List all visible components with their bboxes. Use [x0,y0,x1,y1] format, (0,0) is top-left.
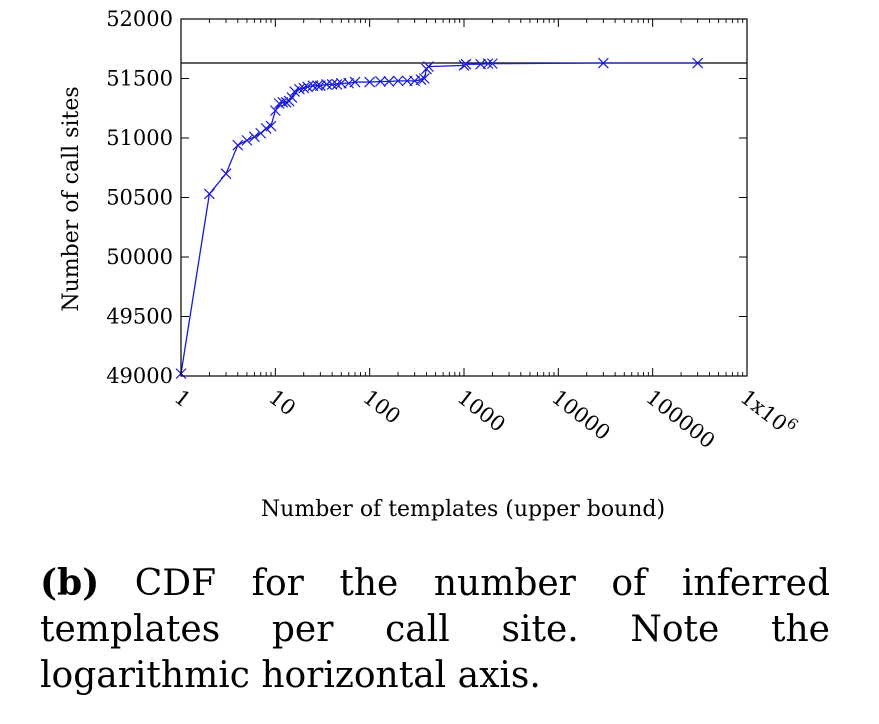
data-point-marker [423,61,434,73]
data-point-marker [312,80,323,92]
data-point-marker [392,75,404,87]
data-point-marker [203,188,215,200]
data-point-marker [232,139,244,151]
x-tick-label: 1 [170,385,195,412]
caption-tag: (b) [40,562,100,604]
y-tick-label: 50000 [106,245,173,269]
figure-caption: (b) CDF for the number of inferred templ… [40,560,830,699]
y-tick-label: 51500 [106,67,173,91]
data-point-marker [293,83,305,95]
data-point-marker [326,79,338,90]
x-tick-label: 1000 [453,385,510,437]
data-point-marker [482,58,494,70]
tick-labels-layer: 49000 49500 50000 50500 51000 51500 52000 1 10 10… [106,7,801,453]
data-point-marker [349,76,361,88]
y-tick-label: 50500 [106,186,173,210]
data-point-marker [298,82,310,94]
ticks-layer [180,18,748,377]
data-point-marker [220,168,232,180]
data-point-marker [286,92,298,103]
data-point-marker [269,105,281,117]
data-point-marker [321,79,333,90]
x-tick-label: 100 [359,385,405,429]
data-point-marker [248,131,260,143]
data-point-marker [273,98,285,109]
chart-svg: 49000 49500 50000 50500 51000 51500 52000 1 10 10… [59,7,802,522]
data-point-marker [364,76,376,88]
data-point-marker [241,134,253,146]
data-point-marker [692,57,704,69]
x-tick-label: 10000 [547,385,614,445]
y-tick-label: 49500 [106,305,173,329]
data-point-marker [418,73,430,84]
y-tick-label: 52000 [106,7,173,31]
data-point-marker [486,58,498,70]
y-tick-label: 51000 [106,126,173,150]
data-point-marker [383,76,395,87]
data-point-marker [597,57,609,69]
y-axis-title: Number of call sites [59,86,84,311]
data-point-marker [460,58,472,70]
data-point-marker [415,74,427,86]
data-point-marker [331,79,343,90]
x-tick-label: 10 [264,385,300,420]
x-tick-label: 1x106 [736,382,802,442]
plot-frame [180,18,748,377]
x-tick-label: 100000 [642,385,720,453]
chart-figure: 49000 49500 50000 50500 51000 51500 52000 1 10 10… [59,7,802,522]
caption-text: CDF for the number of inferred templates… [40,563,830,696]
data-point-marker [265,120,277,132]
series-line [180,62,698,374]
data-point-marker [280,96,292,108]
plot-layer [175,18,748,380]
x-axis-title: Number of templates (upper bound) [261,497,665,522]
y-tick-label: 49000 [106,364,173,388]
data-point-marker [374,76,386,87]
